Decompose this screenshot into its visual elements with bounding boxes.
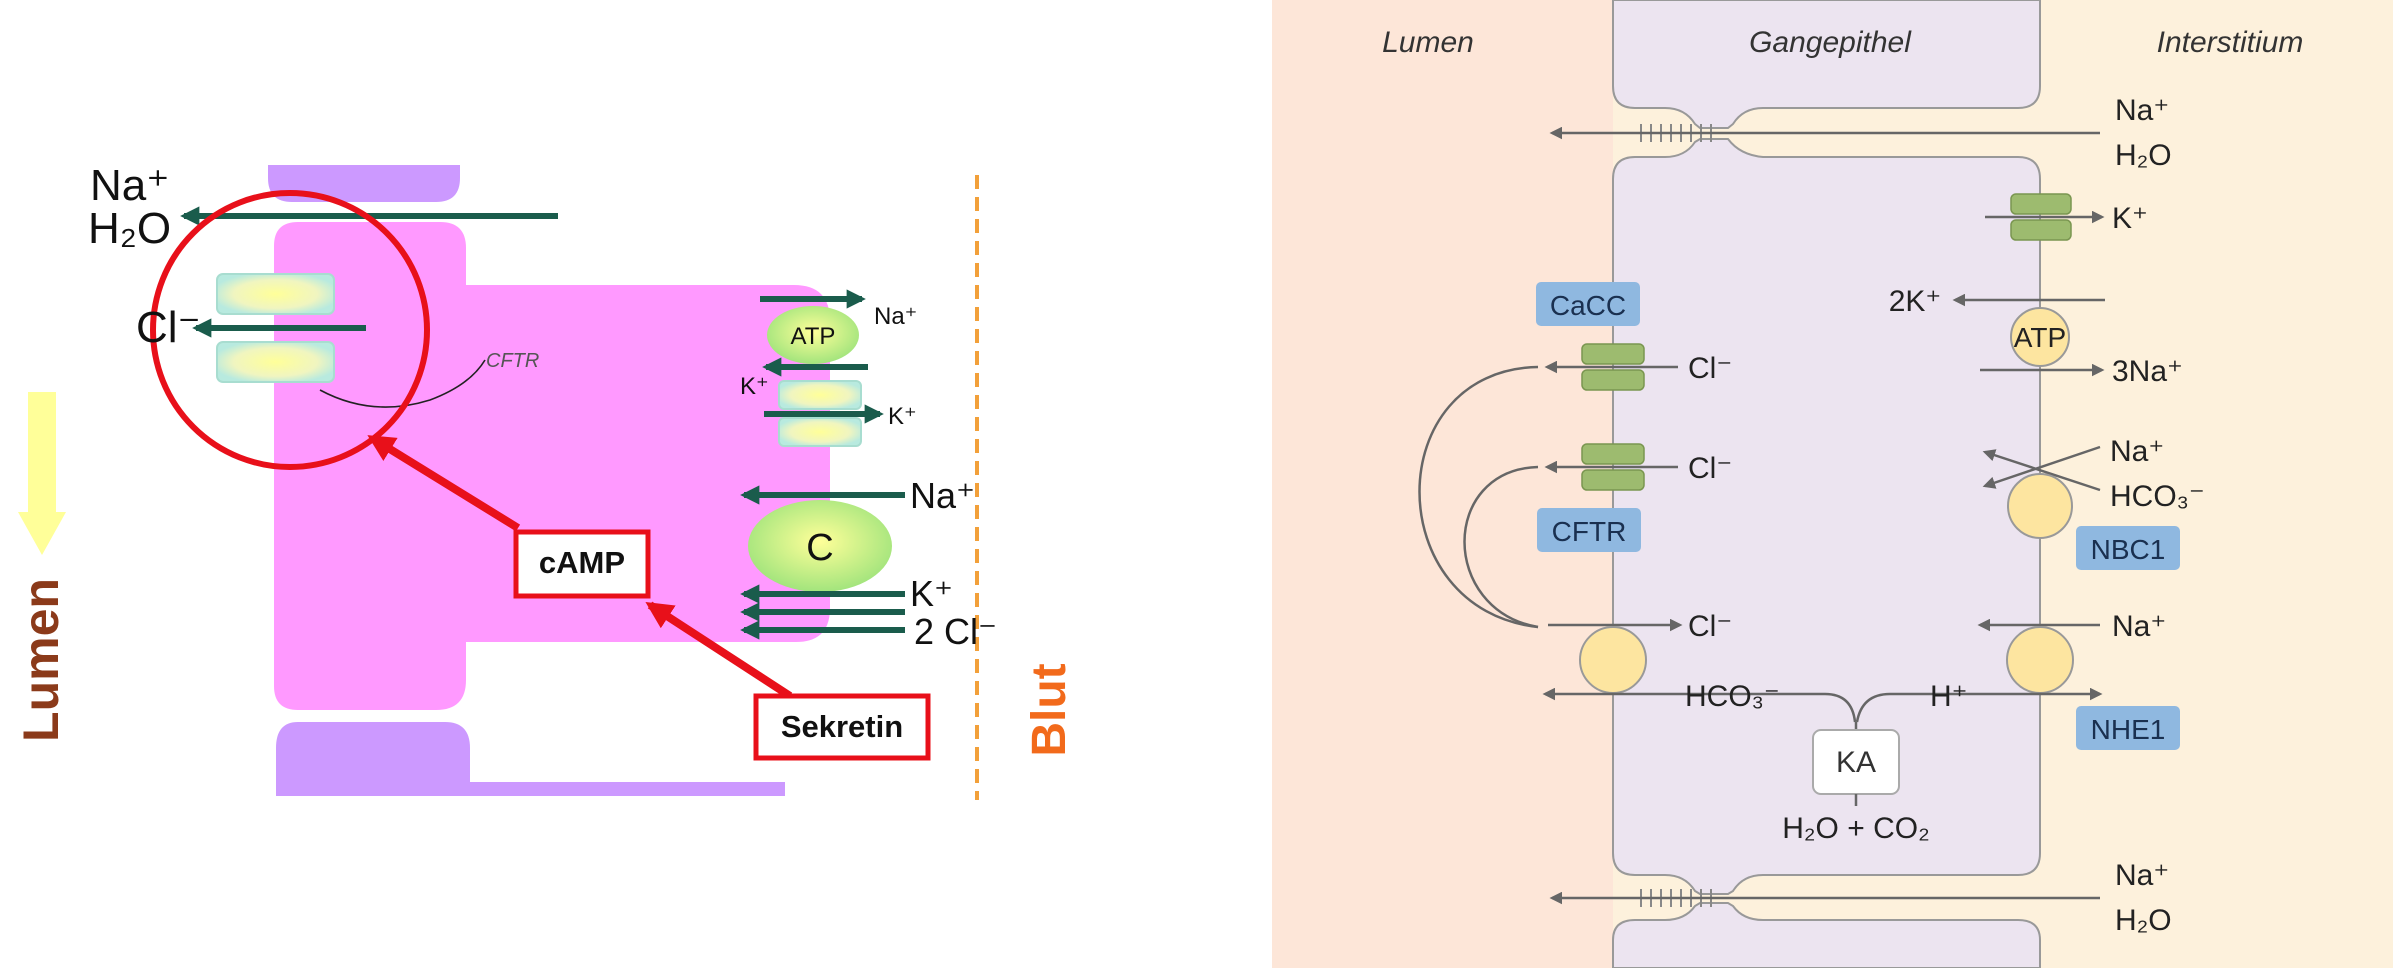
cl-recycle-curve-inner [1463, 465, 1539, 629]
interstitium-header: Interstitium [2157, 26, 2304, 59]
gangepithel-header: Gangepithel [1749, 26, 1912, 59]
right-panel: Lumen Gangepithel Interstitium Na⁺ H₂O N… [1272, 0, 2393, 968]
k-plus-label: K⁺ [2112, 202, 2148, 235]
tight-junction-bottom [276, 722, 785, 796]
nhe1-carrier [2006, 626, 2074, 694]
cotransporter-label: C [806, 527, 833, 569]
atp-pump [767, 306, 859, 364]
cftr-label: CFTR [486, 350, 539, 372]
sekretin-label: Sekretin [781, 709, 903, 744]
top-h2o-label: H₂O [2115, 139, 2172, 172]
cftr-highlight-circle [150, 190, 430, 470]
left-panel: cAMP Sekretin Na⁺ H₂O Cl⁻ CFTR ATP Na⁺ K… [13, 161, 1076, 800]
k-channel-bottom [778, 417, 862, 447]
nbc-hco3-arrow [1982, 445, 2101, 489]
blut-side-label: Blut [1023, 663, 1076, 756]
h2o-label: H₂O [88, 204, 171, 253]
cl-recycle-curve-outer [1418, 365, 1539, 629]
cl-hco3-exchanger [1579, 626, 1647, 694]
cacc-channel-lower [1581, 369, 1645, 391]
upper-cell [1612, 0, 2041, 129]
atp-label: ATP [791, 323, 836, 350]
nbc1-carrier [2007, 473, 2073, 539]
epithelial-cell [274, 222, 830, 710]
bottom-na-label: Na⁺ [2115, 859, 2169, 892]
sekretin-box [753, 693, 931, 761]
k-cotransport-label: K⁺ [910, 573, 953, 614]
cl-label-1: Cl⁻ [1688, 352, 1732, 385]
h-plus-arrow [1855, 687, 2103, 723]
hco3-secretion-arrow [1542, 687, 1857, 723]
cacc-label: CaCC [1550, 290, 1626, 321]
h-plus-label: H⁺ [1930, 680, 1968, 713]
nbc1-label: NBC1 [2091, 534, 2166, 565]
nkcc-cotransporter [748, 500, 892, 592]
nbc-na-label: Na⁺ [2110, 435, 2164, 468]
na-out-label: Na⁺ [874, 303, 917, 330]
cl-label-3: Cl⁻ [1688, 610, 1732, 643]
k-channel-lower [2010, 219, 2072, 241]
camp-to-cftr-arrow [367, 434, 521, 532]
bottom-h2o-label: H₂O [2115, 904, 2172, 937]
lower-cell [1612, 902, 2041, 968]
k-in-label: K⁺ [740, 373, 769, 400]
nhe1-box [2076, 706, 2180, 750]
lumen-background [1272, 0, 1613, 968]
nbc-hco3-label: HCO₃⁻ [2110, 480, 2205, 513]
cftr-channel-bottom [216, 341, 335, 383]
na-cotransport-label: Na⁺ [910, 475, 975, 516]
top-na-label: Na⁺ [2115, 94, 2169, 127]
cftr-pointer-line [319, 359, 486, 408]
cftr-channel-lower [1581, 469, 1645, 491]
lumen-flow-arrow [18, 392, 66, 555]
camp-box [513, 529, 651, 599]
reaction-label: H₂O + CO₂ [1782, 812, 1929, 845]
main-cell [1612, 138, 2041, 895]
ka-label: KA [1836, 746, 1876, 779]
three-na-label: 3Na⁺ [2112, 355, 2183, 388]
k-out-label: K⁺ [888, 403, 917, 430]
atp-label: ATP [2014, 322, 2066, 353]
hco3-label: HCO₃⁻ [1685, 680, 1780, 713]
cacc-box [1536, 282, 1640, 326]
atp-carrier [2010, 307, 2070, 367]
lumen-header: Lumen [1382, 26, 1474, 59]
camp-label: cAMP [539, 545, 625, 580]
tight-junction-top [268, 165, 460, 202]
cl-label: Cl⁻ [136, 303, 201, 352]
k-channel-top [778, 380, 862, 410]
na-label: Na⁺ [90, 161, 169, 210]
cacc-channel-upper [1581, 343, 1645, 365]
cftr-channel-top [216, 273, 335, 315]
nbc1-box [2076, 526, 2180, 570]
two-k-label: 2K⁺ [1889, 285, 1942, 318]
cftr-box [1537, 508, 1641, 552]
nbc-na-arrow [1982, 449, 2101, 492]
cl-label-2: Cl⁻ [1688, 452, 1732, 485]
k-channel-upper [2010, 193, 2072, 215]
cftr-channel-upper [1581, 443, 1645, 465]
nhe-na-label: Na⁺ [2112, 610, 2166, 643]
lumen-side-label: Lumen [13, 578, 69, 742]
cftr-label: CFTR [1552, 516, 1627, 547]
sekretin-to-camp-arrow [645, 601, 793, 700]
nhe1-label: NHE1 [2091, 714, 2166, 745]
cl-cotransport-label: 2 Cl⁻ [914, 611, 997, 652]
